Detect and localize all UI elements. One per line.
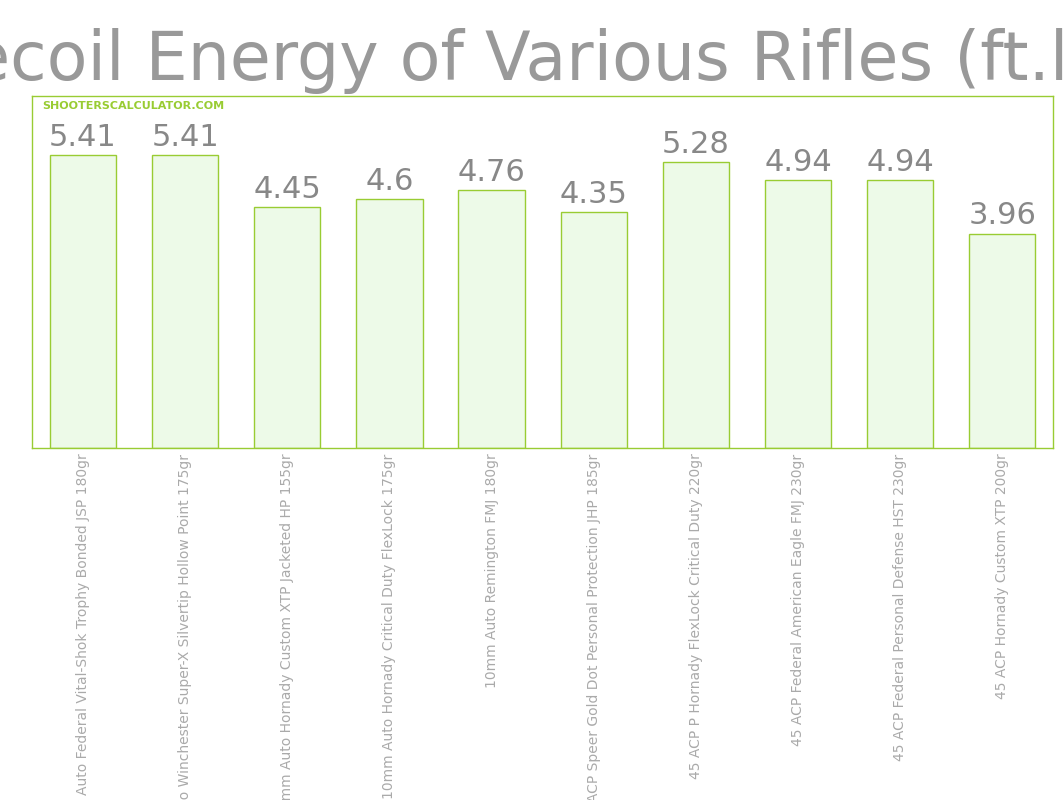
Text: 5.28: 5.28 [662, 130, 730, 159]
Bar [152, 155, 218, 448]
Text: 3.96: 3.96 [968, 202, 1036, 230]
Text: SHOOTERSCALCULATOR.COM: SHOOTERSCALCULATOR.COM [43, 102, 225, 111]
Text: Recoil Energy of Various Rifles (ft.lbf): Recoil Energy of Various Rifles (ft.lbf) [0, 28, 1064, 94]
Bar [356, 199, 422, 448]
Bar [459, 190, 525, 448]
Text: 4.35: 4.35 [560, 180, 628, 209]
Text: 4.6: 4.6 [365, 166, 414, 196]
Bar [561, 213, 627, 448]
Text: 4.94: 4.94 [764, 148, 832, 178]
Text: 5.41: 5.41 [49, 122, 117, 152]
Text: 4.76: 4.76 [458, 158, 526, 187]
Bar [969, 234, 1035, 448]
Text: 4.94: 4.94 [866, 148, 934, 178]
Bar [867, 181, 933, 448]
Text: 5.41: 5.41 [151, 122, 219, 152]
Bar [765, 181, 831, 448]
Bar [663, 162, 729, 448]
Text: 4.45: 4.45 [253, 174, 321, 204]
Bar [254, 207, 320, 448]
Bar [50, 155, 116, 448]
